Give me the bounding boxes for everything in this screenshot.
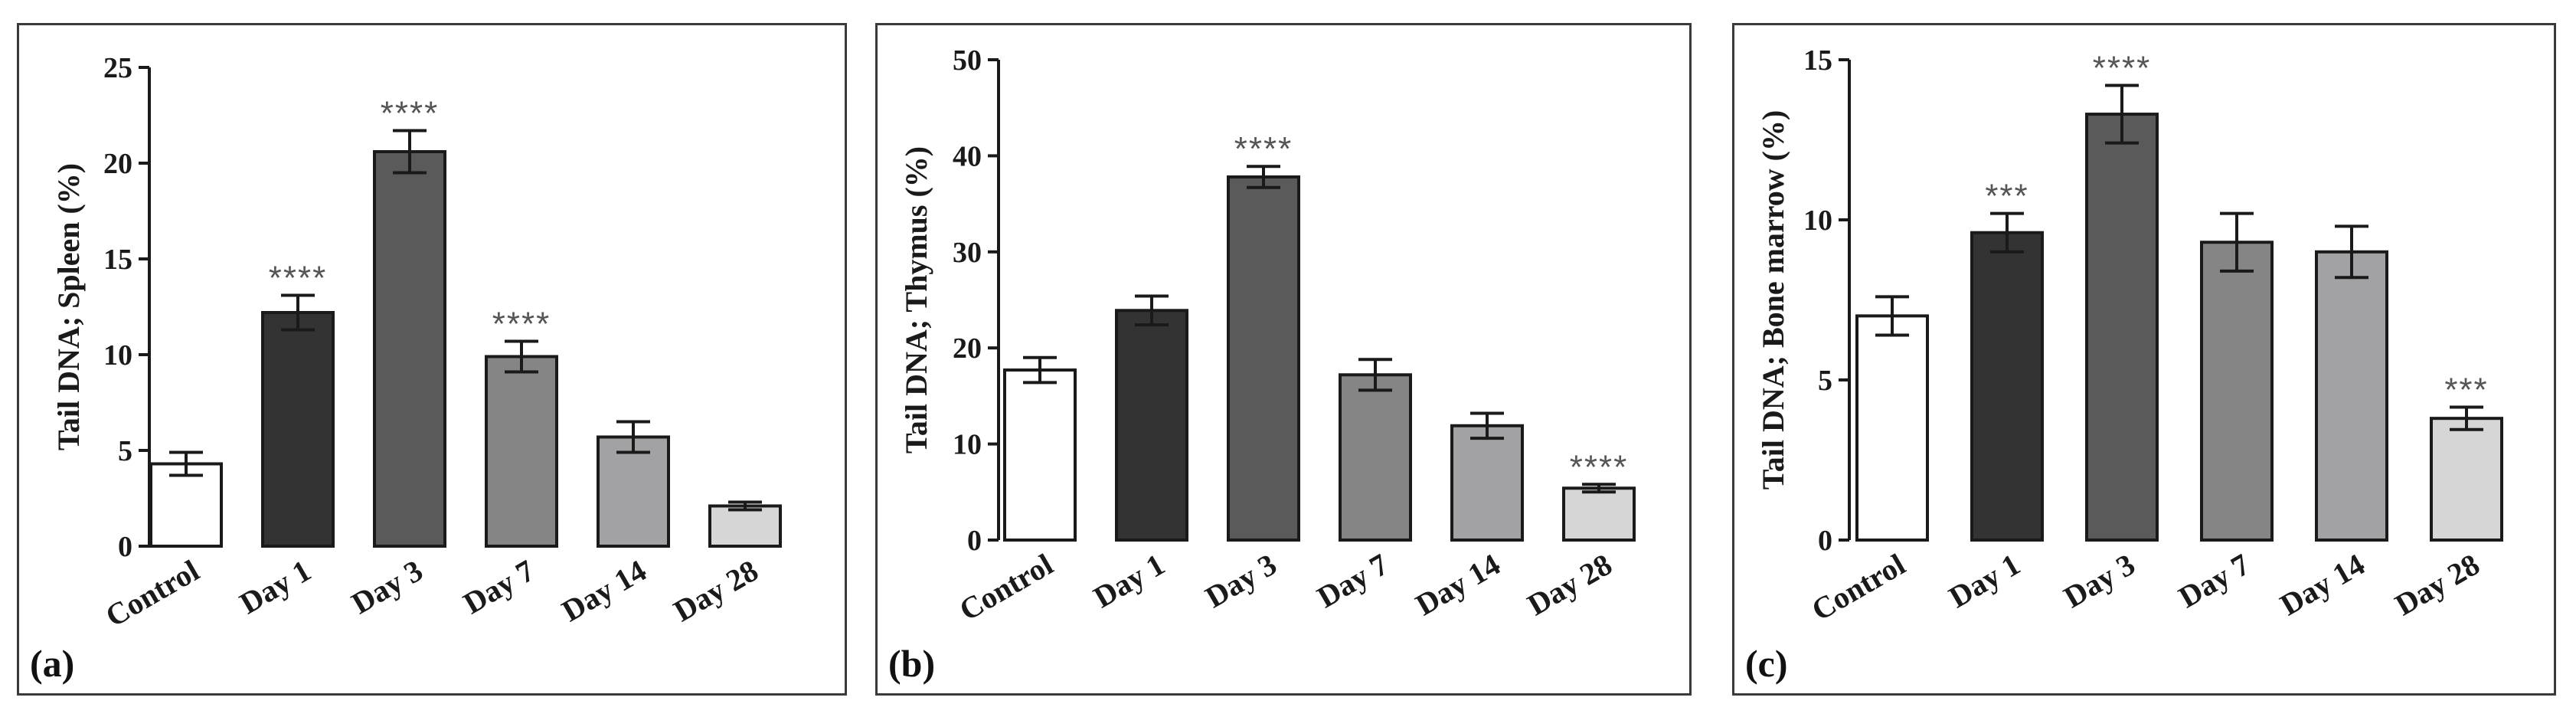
bar-day-14 — [597, 435, 670, 548]
x-tick-label: Control — [953, 547, 1058, 627]
x-tick-label: Day 1 — [1943, 547, 2025, 614]
y-tick-label: 30 — [953, 237, 982, 269]
x-tick-label: Day 28 — [668, 553, 763, 628]
y-tick-label: 10 — [1803, 205, 1832, 237]
x-tick-label: Control — [100, 553, 204, 634]
chart-panel-thymus: 0 10 20 30 40 50 Tail DNA; Thymus (%) Control Da… — [875, 23, 1692, 696]
y-axis-label: Tail DNA; Spleen (%) — [51, 163, 86, 450]
x-tick-label: Day 1 — [1087, 547, 1170, 614]
x-tick-label: Day 1 — [234, 553, 316, 620]
panel-label: (a) — [30, 642, 75, 685]
bar-day-1 — [1970, 231, 2044, 542]
y-axis-label: Tail DNA; Bone marrow (%) — [1756, 110, 1790, 490]
bar-day-7 — [1339, 373, 1412, 542]
y-tick-label: 40 — [953, 140, 982, 172]
y-tick-label: 10 — [103, 339, 132, 372]
bar-day-14 — [1450, 424, 1524, 542]
panel-label: (b) — [888, 642, 936, 685]
x-tick-label: Day 7 — [1311, 547, 1394, 614]
x-tick-label: Day 14 — [1410, 547, 1505, 622]
significance-annotation: **** — [269, 260, 328, 297]
y-axis-label: Tail DNA; Thymus (%) — [899, 146, 933, 453]
bar-day-1 — [261, 311, 335, 548]
significance-annotation: **** — [381, 95, 440, 133]
significance-annotation: *** — [1985, 178, 2028, 215]
y-tick-label: 5 — [118, 435, 132, 467]
x-tick-label: Day 7 — [457, 553, 540, 620]
x-tick-label: Day 28 — [2389, 547, 2485, 622]
chart-svg-bone-marrow: 0 5 10 15 Tail DNA; Bone marrow (%) Control **… — [1756, 44, 2503, 627]
x-tick-label: Day 7 — [2172, 547, 2255, 614]
y-tick-label: 10 — [953, 429, 982, 461]
x-tick-label: Day 28 — [1522, 547, 1617, 622]
x-tick-label: Day 3 — [2058, 547, 2140, 614]
significance-annotation: **** — [2093, 49, 2152, 87]
bar-day-3 — [1227, 175, 1300, 542]
chart-svg-spleen: 0 5 10 15 20 25 Tail DNA; Spleen (%) Control ***… — [51, 52, 782, 634]
y-tick-label: 5 — [1818, 365, 1832, 397]
y-tick-label: 0 — [1818, 525, 1832, 557]
bar-control — [1003, 368, 1077, 542]
chart-panel-bone-marrow: 0 5 10 15 Tail DNA; Bone marrow (%) Control **… — [1732, 23, 2556, 696]
bar-control — [1855, 314, 1929, 542]
bar-day-28 — [1562, 486, 1636, 542]
x-tick-label: Day 14 — [2274, 547, 2370, 622]
panel-label: (c) — [1745, 642, 1788, 685]
y-tick-label: 20 — [953, 332, 982, 365]
x-tick-label: Day 3 — [1199, 547, 1282, 614]
y-tick-label: 50 — [953, 44, 982, 77]
significance-annotation: **** — [1570, 448, 1629, 486]
y-tick-label: 0 — [118, 531, 132, 563]
bar-day-14 — [2315, 250, 2388, 542]
bar-day-3 — [2085, 113, 2159, 542]
y-tick-label: 0 — [967, 525, 982, 557]
x-tick-label: Day 3 — [345, 553, 428, 620]
y-tick-label: 25 — [103, 52, 132, 84]
chart-panel-spleen: 0 5 10 15 20 25 Tail DNA; Spleen (%) Control ***… — [17, 23, 847, 696]
bar-control — [149, 462, 223, 548]
bar-day-7 — [485, 355, 558, 548]
y-tick-label: 15 — [1803, 44, 1832, 77]
x-tick-label: Control — [1806, 547, 1911, 627]
chart-svg-thymus: 0 10 20 30 40 50 Tail DNA; Thymus (%) Control Da… — [899, 44, 1636, 627]
significance-annotation: **** — [1234, 130, 1293, 168]
bar-day-28 — [708, 504, 782, 548]
y-tick-label: 15 — [103, 244, 132, 276]
y-tick-label: 20 — [103, 148, 132, 180]
significance-annotation: *** — [2444, 372, 2488, 409]
bar-day-3 — [373, 150, 446, 548]
significance-annotation: **** — [492, 306, 551, 343]
bar-day-1 — [1115, 309, 1188, 542]
x-tick-label: Day 14 — [556, 553, 652, 628]
bar-day-7 — [2200, 241, 2274, 542]
bar-day-28 — [2430, 417, 2503, 542]
